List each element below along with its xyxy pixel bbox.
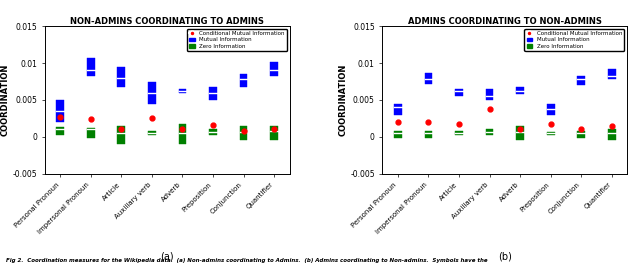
Bar [577, 76, 585, 85]
Y-axis label: COORDINATION: COORDINATION [339, 64, 348, 136]
Bar [148, 131, 156, 135]
Bar [486, 129, 493, 135]
Bar [179, 124, 186, 144]
Legend: Conditional Mutual Information, Mutual Information, Zero Information: Conditional Mutual Information, Mutual I… [524, 29, 625, 51]
Bar [118, 126, 125, 144]
Bar [148, 82, 156, 104]
Bar [240, 74, 248, 87]
Title: ADMINS COORDINATING TO NON-ADMINS: ADMINS COORDINATING TO NON-ADMINS [408, 17, 602, 26]
Bar [270, 62, 278, 76]
Bar [516, 87, 524, 94]
Bar [118, 67, 125, 87]
Text: (a): (a) [161, 251, 174, 261]
Bar [455, 131, 463, 135]
Bar [87, 128, 95, 138]
Bar [209, 87, 217, 100]
Bar [209, 129, 217, 135]
Title: NON-ADMINS COORDINATING TO ADMINS: NON-ADMINS COORDINATING TO ADMINS [70, 17, 264, 26]
Bar [516, 126, 524, 140]
Bar [240, 126, 248, 140]
Bar [394, 131, 402, 138]
Legend: Conditional Mutual Information, Mutual Information, Zero Information: Conditional Mutual Information, Mutual I… [187, 29, 287, 51]
Bar [394, 104, 402, 115]
Bar [56, 100, 64, 122]
Bar [56, 127, 64, 135]
Bar [577, 131, 585, 138]
Bar [424, 73, 432, 84]
Bar [270, 126, 278, 140]
Bar [547, 132, 554, 135]
Bar [486, 89, 493, 100]
Text: Fig 2.  Coordination measures for the Wikipedia data.  (a) Non-admins coordinati: Fig 2. Coordination measures for the Wik… [6, 258, 488, 263]
Bar [608, 69, 616, 79]
Text: (b): (b) [498, 251, 512, 261]
Bar [547, 104, 554, 115]
Bar [455, 89, 463, 96]
Y-axis label: COORDINATION: COORDINATION [1, 64, 10, 136]
Bar [179, 89, 186, 93]
Bar [87, 58, 95, 76]
Bar [608, 129, 616, 140]
Bar [424, 131, 432, 138]
